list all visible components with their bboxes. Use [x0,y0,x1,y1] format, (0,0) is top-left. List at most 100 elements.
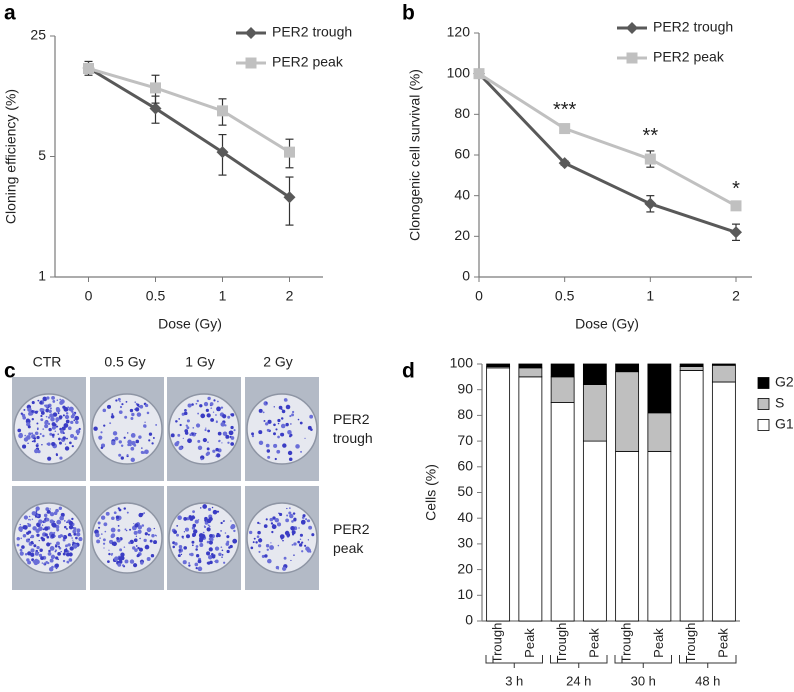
colony [42,434,45,438]
colony [177,554,181,558]
colony [258,544,262,548]
colony [144,449,149,455]
colony [42,396,47,401]
colony [220,546,223,548]
colony [130,433,136,438]
colony [144,421,146,423]
colony [119,405,123,409]
colony [221,554,224,556]
colony [206,451,211,455]
colony [272,516,276,520]
colony [17,428,22,433]
colony [146,557,151,562]
colony [183,516,188,521]
colony [192,533,196,538]
colony [115,515,120,519]
y-tick-label: 60 [454,146,470,162]
x-tick-label: Trough [554,623,569,664]
colony [56,425,59,428]
colony [34,558,38,563]
colony [125,400,128,403]
colony [299,421,303,425]
colony [273,423,276,427]
colony [146,411,150,415]
colony [126,511,129,514]
colony [63,407,69,412]
colony [27,523,32,528]
colony [250,546,254,550]
colony [27,407,32,412]
colony [46,542,51,547]
colony [290,423,292,425]
colony [207,561,211,565]
colony [203,525,207,529]
colony [148,439,151,442]
colony [284,530,290,536]
colony [230,442,235,446]
colony [205,408,209,412]
colony [175,420,178,423]
colony [152,436,155,439]
colony [297,418,300,421]
marker [149,102,162,115]
colony [215,420,218,424]
colony [178,418,181,420]
colony [52,400,56,403]
series-line [88,67,291,154]
colony [186,517,190,521]
colony [221,549,224,552]
colony [32,526,37,531]
colony [111,413,114,416]
y-tick-label: 100 [447,64,471,80]
colony [38,519,43,524]
colony [147,533,150,536]
bar-segment [582,384,607,442]
colony [286,514,289,517]
colony [42,428,45,430]
colony [278,405,283,410]
colony [45,415,48,418]
colony [55,453,58,456]
colony [65,412,69,415]
colony [97,521,101,525]
y-tick-label: 30 [457,535,473,551]
colony [123,436,126,439]
colony [293,542,297,546]
colony [45,507,50,511]
colony [33,544,37,548]
colony [28,538,31,541]
colony [174,542,178,546]
legend-swatch [757,377,770,389]
colony [40,411,45,415]
colony [286,507,288,510]
colony [99,537,101,539]
bar-segment [550,376,575,403]
colony [300,535,302,537]
colony [40,556,44,561]
legend-label: G2 [775,374,794,390]
colony [135,439,140,444]
colony [111,440,116,446]
colony [215,447,219,452]
colony [291,410,295,414]
x-tick-label: 2 [286,288,294,304]
colony [266,548,269,551]
colony [174,441,179,447]
colony [226,535,230,539]
colony [117,525,120,527]
colony [257,521,260,525]
colony [69,546,74,551]
colony [30,552,35,557]
colony [118,453,122,457]
colony [306,548,311,553]
colony [41,524,44,526]
y-tick-label: 0 [465,612,473,628]
bar-segment [711,381,736,622]
x-tick-label: Peak [522,628,537,658]
colony [116,537,120,540]
colony [19,551,24,556]
colony [280,432,285,437]
colony [120,456,124,460]
colony [154,534,157,537]
y-tick-label: 5 [38,147,46,163]
